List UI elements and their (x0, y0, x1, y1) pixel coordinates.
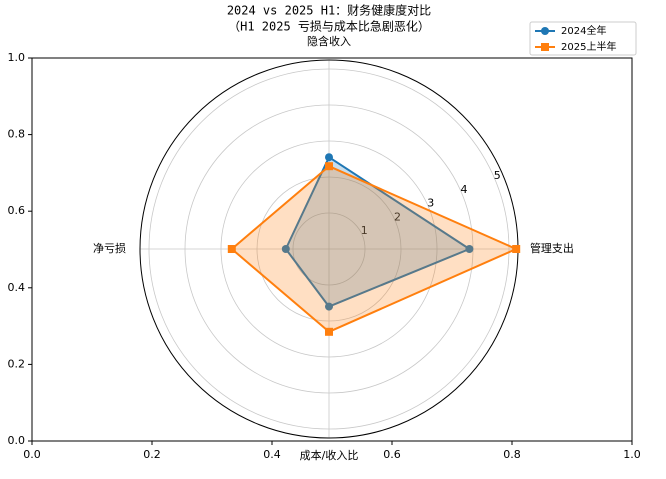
category-label: 管理支出 (530, 241, 574, 255)
x-tick-label: 0.8 (503, 448, 521, 461)
legend-label: 2024全年 (561, 24, 606, 37)
r-tick-label: 1 (361, 224, 368, 237)
r-tick-label: 2 (394, 210, 401, 223)
category-label: 净亏损 (93, 241, 126, 255)
y-tick-label: 0.6 (8, 204, 26, 217)
axes-frame (31, 57, 633, 442)
x-tick-label: 0.2 (143, 448, 161, 461)
legend-box (529, 21, 637, 56)
x-tick-label: 0.0 (23, 448, 41, 461)
y-tick-label: 0.4 (8, 281, 26, 294)
x-tick-label: 0.6 (383, 448, 401, 461)
chart-subtitle: （H1 2025 亏损与成本比急剧恶化） (228, 19, 430, 34)
y-tick-label: 0.2 (8, 357, 26, 370)
marker (227, 245, 236, 253)
marker (325, 153, 333, 162)
chart-title: 2024 vs 2025 H1：财务健康度对比 (227, 3, 431, 18)
category-label: 成本/收入比 (300, 448, 359, 462)
marker (465, 245, 474, 253)
marker (512, 245, 521, 253)
x-tick-label: 1.0 (623, 448, 641, 461)
r-tick-label: 5 (494, 169, 501, 182)
y-tick-label: 0.8 (8, 128, 26, 141)
marker (325, 162, 333, 171)
x-tick-label: 0.4 (263, 448, 281, 461)
legend-marker (541, 27, 549, 35)
y-tick-label: 1.0 (8, 51, 26, 64)
category-label: 隐含收入 (307, 34, 351, 48)
legend-label: 2025上半年 (561, 40, 616, 53)
marker (325, 327, 333, 336)
r-tick-label: 4 (461, 183, 468, 196)
marker (325, 302, 333, 311)
r-tick-label: 3 (427, 197, 434, 210)
marker (281, 245, 290, 253)
y-tick-label: 0.0 (8, 434, 26, 447)
legend-marker (541, 43, 549, 51)
